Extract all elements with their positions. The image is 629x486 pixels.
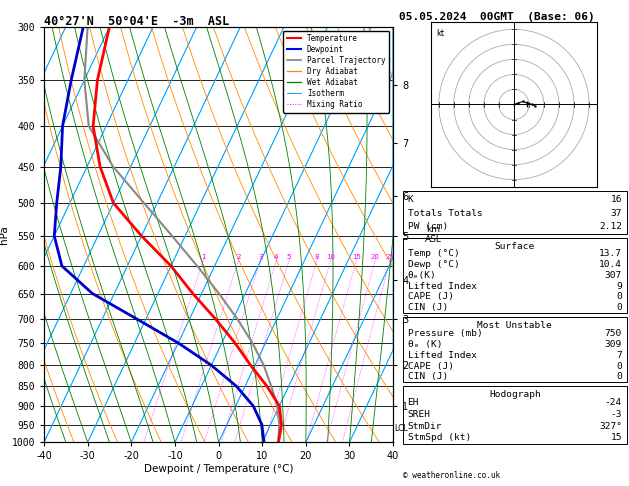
Text: 8: 8 xyxy=(314,254,320,260)
Legend: Temperature, Dewpoint, Parcel Trajectory, Dry Adiabat, Wet Adiabat, Isotherm, Mi: Temperature, Dewpoint, Parcel Trajectory… xyxy=(283,31,389,113)
Text: 0: 0 xyxy=(616,292,622,301)
Text: Hodograph: Hodograph xyxy=(489,390,541,399)
Text: Lifted Index: Lifted Index xyxy=(408,281,477,291)
Text: 20: 20 xyxy=(371,254,380,260)
Text: 5: 5 xyxy=(287,254,291,260)
Text: K: K xyxy=(408,195,413,204)
Text: 9: 9 xyxy=(616,281,622,291)
Text: Pressure (mb): Pressure (mb) xyxy=(408,329,482,338)
Text: CAPE (J): CAPE (J) xyxy=(408,362,454,370)
Text: 309: 309 xyxy=(605,340,622,348)
Y-axis label: hPa: hPa xyxy=(0,225,9,244)
Text: 327°: 327° xyxy=(599,422,622,431)
X-axis label: Dewpoint / Temperature (°C): Dewpoint / Temperature (°C) xyxy=(144,464,293,474)
Text: 1: 1 xyxy=(201,254,206,260)
Text: 15: 15 xyxy=(352,254,361,260)
Text: © weatheronline.co.uk: © weatheronline.co.uk xyxy=(403,471,499,480)
Text: CIN (J): CIN (J) xyxy=(408,303,448,312)
Text: PW (cm): PW (cm) xyxy=(408,223,448,231)
Text: 16: 16 xyxy=(611,195,622,204)
Text: θₑ (K): θₑ (K) xyxy=(408,340,442,348)
Text: 10: 10 xyxy=(326,254,335,260)
Text: kt: kt xyxy=(436,29,444,38)
Text: 0: 0 xyxy=(616,362,622,370)
Text: StmDir: StmDir xyxy=(408,422,442,431)
Text: Surface: Surface xyxy=(495,242,535,251)
Text: 0: 0 xyxy=(616,303,622,312)
Text: 307: 307 xyxy=(605,271,622,280)
Text: 05.05.2024  00GMT  (Base: 06): 05.05.2024 00GMT (Base: 06) xyxy=(399,12,595,22)
Text: 0: 0 xyxy=(616,372,622,382)
Text: CAPE (J): CAPE (J) xyxy=(408,292,454,301)
Text: -3: -3 xyxy=(611,410,622,419)
Text: Dewp (°C): Dewp (°C) xyxy=(408,260,459,269)
Text: θₑ(K): θₑ(K) xyxy=(408,271,437,280)
Text: Lifted Index: Lifted Index xyxy=(408,350,477,360)
Text: StmSpd (kt): StmSpd (kt) xyxy=(408,434,471,442)
Text: SREH: SREH xyxy=(408,410,431,419)
Text: CIN (J): CIN (J) xyxy=(408,372,448,382)
Y-axis label: km
ASL: km ASL xyxy=(425,225,442,244)
Text: LCL: LCL xyxy=(394,424,408,433)
Text: EH: EH xyxy=(408,399,419,407)
Text: 3: 3 xyxy=(258,254,262,260)
Text: 25: 25 xyxy=(386,254,394,260)
Text: 15: 15 xyxy=(611,434,622,442)
Text: Totals Totals: Totals Totals xyxy=(408,209,482,218)
Text: -24: -24 xyxy=(605,399,622,407)
Text: 37: 37 xyxy=(611,209,622,218)
Text: Most Unstable: Most Unstable xyxy=(477,321,552,330)
Text: 7: 7 xyxy=(616,350,622,360)
Text: 2: 2 xyxy=(237,254,241,260)
Text: 750: 750 xyxy=(605,329,622,338)
Text: 10.4: 10.4 xyxy=(599,260,622,269)
Text: 4: 4 xyxy=(274,254,279,260)
Text: 40°27'N  50°04'E  -3m  ASL: 40°27'N 50°04'E -3m ASL xyxy=(44,15,230,28)
Text: Temp (°C): Temp (°C) xyxy=(408,249,459,258)
Text: 2.12: 2.12 xyxy=(599,223,622,231)
Text: 13.7: 13.7 xyxy=(599,249,622,258)
